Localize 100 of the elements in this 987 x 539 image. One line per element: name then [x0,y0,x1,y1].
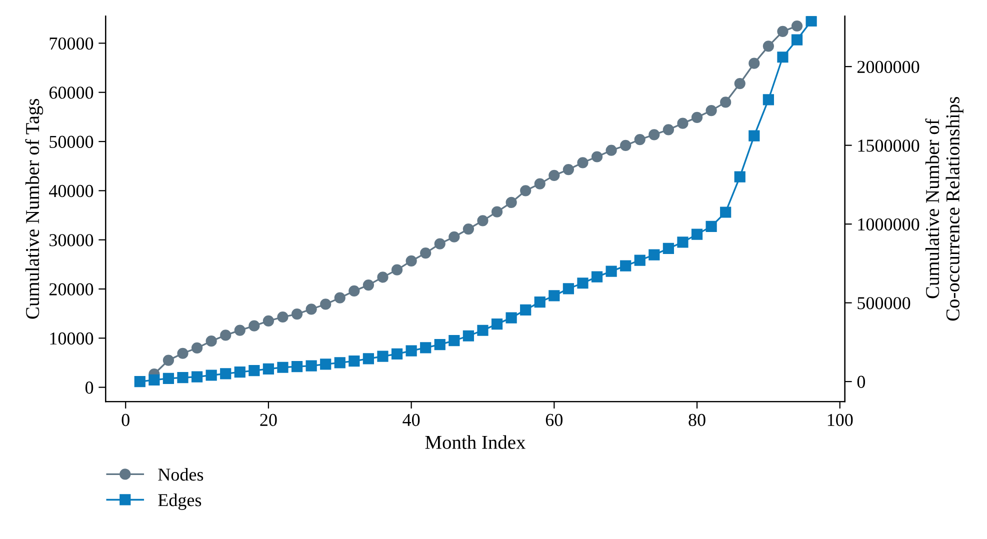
y2-tick-label: 2000000 [857,60,920,74]
point [606,266,617,277]
point [791,34,803,46]
point [448,231,460,242]
point [691,112,703,123]
point [206,336,217,347]
point [391,348,403,360]
point [577,157,588,168]
y-tick-label: 30000 [50,234,94,246]
x-axis-title: Month Index [425,435,526,449]
point [406,345,417,356]
y-tick-label: 0 [85,382,94,394]
point [634,254,646,266]
point [348,285,360,297]
point [277,362,288,373]
point [677,118,688,129]
point [262,363,274,375]
y-tick-label: 50000 [50,136,94,148]
point [462,223,474,235]
legend-label: Nodes [158,468,204,481]
x-tick-label: 100 [828,414,853,426]
point [562,164,574,176]
point [406,255,417,267]
point [234,324,246,336]
point [591,151,603,162]
point [748,58,760,69]
point [448,335,460,346]
point [762,40,774,52]
point [220,330,232,341]
point [691,228,703,240]
point [548,290,560,302]
point [220,368,232,380]
point [520,304,532,316]
x-tick-label: 60 [546,414,563,426]
x-tick-label: 0 [122,414,130,426]
point [434,338,446,350]
point [477,324,488,336]
point [306,360,317,372]
point [648,249,660,260]
point [620,140,632,152]
point [562,283,574,294]
point [777,26,788,37]
point [277,311,288,323]
y-tick-label: 10000 [50,332,94,345]
point [720,96,732,108]
point [320,358,332,370]
point [391,264,403,276]
point [591,271,603,282]
point [148,374,160,386]
y-tick-label: 70000 [50,37,94,50]
x-tick-label: 40 [402,414,420,426]
y2-axis-title: Cumulative Number of Co-occurrence Relationships [925,96,964,321]
point [534,296,546,308]
point [334,357,346,368]
point [377,350,388,362]
point [320,298,332,310]
point [191,342,203,354]
point [791,20,803,32]
point [506,312,517,324]
point [191,371,203,382]
point [362,280,374,291]
point [291,361,303,372]
point [734,171,746,182]
point [706,104,717,116]
y-tick-label: 20000 [49,283,94,296]
point [362,353,374,364]
point [162,372,174,384]
point [806,16,817,26]
point [777,52,788,63]
point [734,78,746,90]
point [348,356,360,367]
point [462,330,474,342]
point [491,318,503,330]
point [662,242,674,254]
point [291,308,303,320]
point [306,304,317,315]
point [520,185,532,196]
point [677,236,688,248]
point [477,215,488,226]
point [206,370,217,381]
point [377,272,388,283]
point [534,178,546,190]
x-tick-label: 20 [260,414,277,426]
point [606,144,617,156]
point [506,196,517,208]
y-tick-label: 40000 [49,184,94,198]
point [334,292,346,304]
point [177,372,188,384]
y2-tick-label: 1000000 [858,218,920,231]
point [234,366,246,378]
y-axis-title: Cumulative Number of Tags [25,98,44,319]
legend-label: Edges [158,494,202,510]
point [262,315,274,326]
y2-tick-label: 0 [857,376,866,388]
point [177,348,188,359]
point [248,320,260,332]
point [634,134,646,146]
x-tick-label: 80 [688,414,706,426]
point [134,376,146,388]
point [162,354,174,366]
